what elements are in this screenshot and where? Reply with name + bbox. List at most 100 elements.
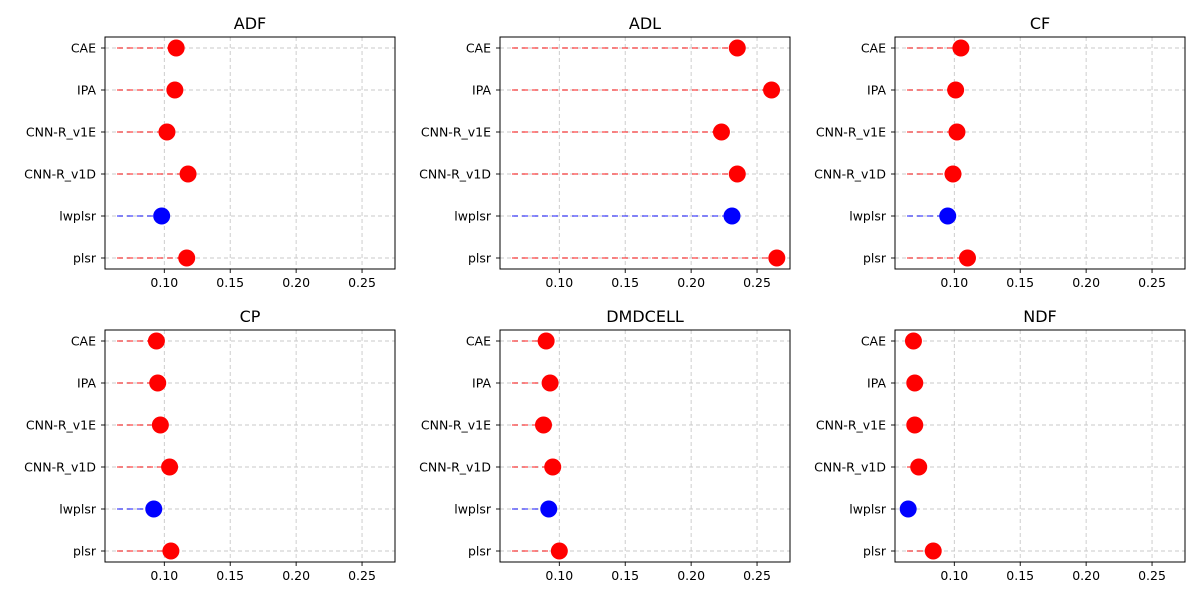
- y-tick-label: CAE: [466, 41, 491, 56]
- y-tick-label: CNN-R_v1D: [814, 167, 886, 182]
- x-tick-label: 0.10: [940, 568, 968, 583]
- y-tick-label: CNN-R_v1E: [421, 125, 491, 140]
- axes-frame: [499, 329, 791, 563]
- y-tick-label: IPA: [77, 83, 96, 98]
- axes-frame: [894, 36, 1186, 270]
- x-tick-label: 0.25: [743, 275, 771, 290]
- point-IPA: [166, 81, 184, 99]
- x-tick-label: 0.15: [1006, 275, 1034, 290]
- point-CNN-R_v1E: [151, 416, 169, 434]
- point-plsr: [924, 542, 942, 560]
- y-tick-label: CNN-R_v1D: [814, 460, 886, 475]
- y-tick-label: CNN-R_v1D: [419, 167, 491, 182]
- x-tick-label: 0.25: [1138, 568, 1166, 583]
- x-tick-label: 0.25: [348, 568, 376, 583]
- subplot-title: CP: [240, 307, 261, 326]
- y-tick-label: plsr: [468, 251, 492, 266]
- y-tick-label: CAE: [71, 41, 96, 56]
- axes-frame: [499, 36, 791, 270]
- y-tick-label: lwplsr: [849, 209, 887, 224]
- x-tick-label: 0.15: [611, 568, 639, 583]
- y-tick-label: plsr: [863, 544, 887, 559]
- subplot-adf: ADF 0.10 0.15 0.20 0.25 CAE IPA CNN-R_v1E CNN-R_…: [24, 14, 396, 290]
- x-tick-label: 0.25: [1138, 275, 1166, 290]
- y-tick-label: CNN-R_v1D: [24, 167, 96, 182]
- point-lwplsr: [939, 207, 957, 225]
- x-tick-label: 0.10: [545, 275, 573, 290]
- x-tick-label: 0.10: [940, 275, 968, 290]
- point-CNN-R_v1D: [944, 165, 962, 183]
- axes-frame: [894, 329, 1186, 563]
- point-CNN-R_v1E: [158, 123, 176, 141]
- subplot-cf: CF 0.10 0.15 0.20 0.25 CAE IPA CNN-R_v1E CNN-R_v…: [814, 14, 1186, 290]
- point-CNN-R_v1D: [179, 165, 197, 183]
- y-tick-label: CNN-R_v1E: [26, 125, 96, 140]
- y-tick-label: CAE: [466, 334, 491, 349]
- x-tick-label: 0.15: [611, 275, 639, 290]
- point-CAE: [147, 332, 165, 350]
- point-IPA: [947, 81, 965, 99]
- x-tick-label: 0.15: [216, 568, 244, 583]
- subplot-title: CF: [1030, 14, 1050, 33]
- point-CAE: [167, 39, 185, 57]
- x-tick-label: 0.20: [282, 275, 310, 290]
- point-plsr: [178, 249, 196, 267]
- y-tick-label: CAE: [861, 41, 886, 56]
- point-CNN-R_v1D: [728, 165, 746, 183]
- point-lwplsr: [540, 500, 558, 518]
- y-tick-label: IPA: [867, 83, 886, 98]
- x-tick-label: 0.20: [1072, 275, 1100, 290]
- subplot-title: DMDCELL: [606, 307, 684, 326]
- y-tick-label: plsr: [863, 251, 887, 266]
- y-tick-label: IPA: [472, 83, 491, 98]
- x-tick-label: 0.25: [743, 568, 771, 583]
- y-tick-label: IPA: [867, 376, 886, 391]
- y-tick-label: CNN-R_v1D: [419, 460, 491, 475]
- y-tick-label: CAE: [861, 334, 886, 349]
- y-tick-label: plsr: [73, 544, 97, 559]
- x-tick-label: 0.10: [150, 568, 178, 583]
- point-CNN-R_v1D: [544, 458, 562, 476]
- point-CAE: [537, 332, 555, 350]
- point-CNN-R_v1E: [906, 416, 924, 434]
- y-tick-label: lwplsr: [59, 502, 97, 517]
- subplot-title: NDF: [1023, 307, 1057, 326]
- x-tick-label: 0.25: [348, 275, 376, 290]
- point-CNN-R_v1E: [948, 123, 966, 141]
- subplot-title: ADL: [629, 14, 661, 33]
- subplot-dmdcell: DMDCELL 0.10 0.15 0.20 0.25 CAE IPA CNN-R_v1E CN…: [419, 307, 791, 583]
- point-CNN-R_v1E: [712, 123, 730, 141]
- point-CNN-R_v1D: [161, 458, 179, 476]
- point-CAE: [728, 39, 746, 57]
- y-tick-label: CNN-R_v1E: [26, 418, 96, 433]
- x-tick-label: 0.10: [545, 568, 573, 583]
- x-tick-label: 0.20: [677, 275, 705, 290]
- x-tick-label: 0.20: [282, 568, 310, 583]
- point-plsr: [959, 249, 976, 267]
- point-CNN-R_v1E: [535, 416, 552, 434]
- x-tick-label: 0.20: [677, 568, 705, 583]
- subplot-ndf: NDF 0.10 0.15 0.20 0.25 CAE IPA CNN-R_v1E CNN-R_…: [814, 307, 1186, 583]
- x-tick-label: 0.15: [216, 275, 244, 290]
- y-tick-label: CNN-R_v1D: [24, 460, 96, 475]
- point-plsr: [768, 249, 786, 267]
- subplot-adl: ADL 0.10 0.15 0.20 0.25 CAE IPA CNN-R_v1E CNN-R_…: [419, 14, 791, 290]
- x-tick-label: 0.15: [1006, 568, 1034, 583]
- y-tick-label: lwplsr: [59, 209, 97, 224]
- point-CNN-R_v1D: [910, 458, 928, 476]
- axes-frame: [104, 329, 396, 563]
- y-tick-label: IPA: [472, 376, 491, 391]
- point-IPA: [149, 374, 167, 392]
- subplot-cp: CP 0.10 0.15 0.20 0.25 CAE IPA CNN-R_v1E CNN-R_v…: [24, 307, 396, 583]
- point-lwplsr: [153, 207, 171, 225]
- y-tick-label: CAE: [71, 334, 96, 349]
- point-lwplsr: [723, 207, 741, 225]
- point-CAE: [952, 39, 970, 57]
- y-tick-label: CNN-R_v1E: [816, 418, 886, 433]
- x-tick-label: 0.20: [1072, 568, 1100, 583]
- y-tick-label: lwplsr: [454, 209, 492, 224]
- point-CAE: [904, 332, 922, 350]
- point-lwplsr: [899, 500, 917, 518]
- y-tick-label: plsr: [468, 544, 492, 559]
